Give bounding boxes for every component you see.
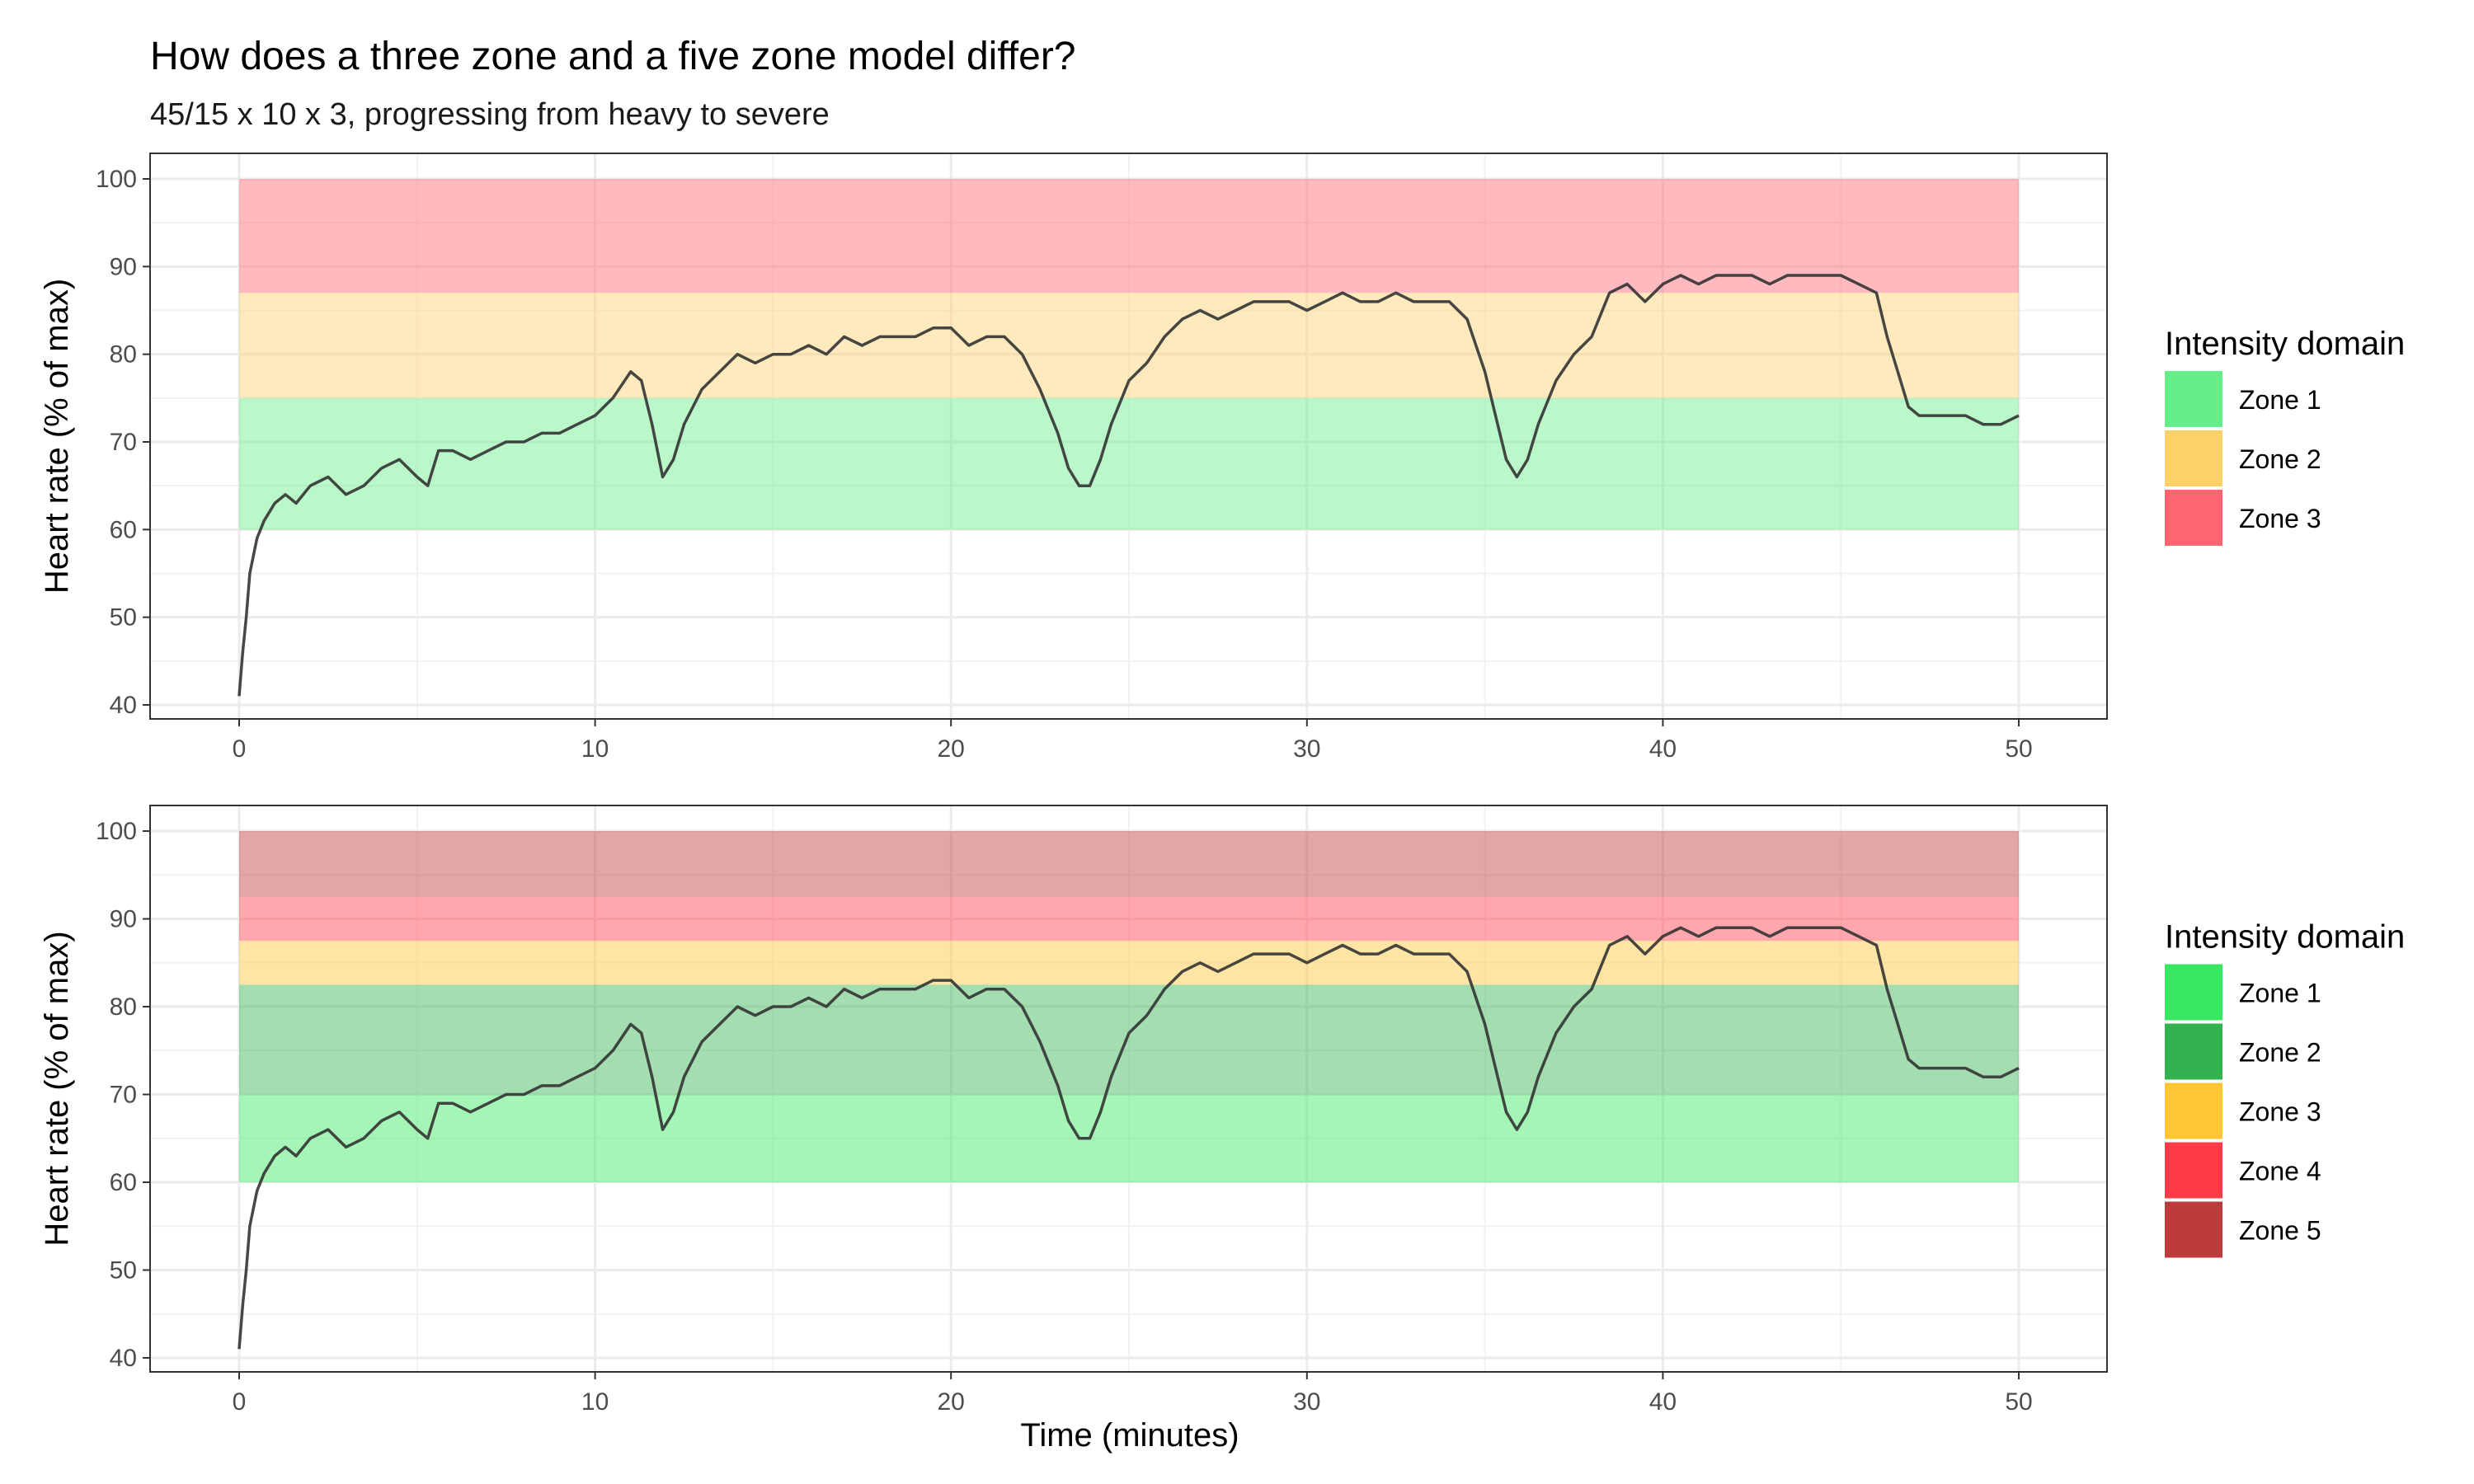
panel-1: 40 50 60 70 80 90 100 0 10 20 30 40 50 Heart rate (% …: [39, 153, 2405, 763]
legend: Intensity domain Zone 1 Zone 2 Zone 3: [2165, 326, 2405, 546]
x-tick-label: 50: [2005, 735, 2032, 763]
x-axis: 0 10 20 30 40 50: [233, 719, 2033, 763]
y-tick-label: 50: [110, 1256, 137, 1284]
grid: [150, 153, 2107, 719]
x-axis-title: Time (minutes): [1020, 1417, 1239, 1453]
legend-key-2: [2165, 430, 2222, 486]
x-tick-label: 20: [938, 1388, 965, 1416]
panel-border: [149, 805, 2108, 1373]
y-tick-label: 100: [96, 166, 137, 193]
zone-band-3: [239, 941, 2019, 985]
heart-rate-line: [238, 274, 2020, 697]
legend-key-3: [2165, 1082, 2222, 1139]
legend-label: Zone 1: [2239, 385, 2321, 415]
y-axis-title: Heart rate (% of max): [39, 931, 75, 1246]
grid: [150, 805, 2107, 1372]
x-axis: 0 10 20 30 40 50: [233, 1372, 2033, 1416]
y-tick-label: 90: [110, 253, 137, 280]
legend-label: Zone 3: [2239, 1097, 2321, 1127]
legend: Intensity domain Zone 1 Zone 2 Zone 3 Zone 4…: [2165, 919, 2405, 1258]
y-axis: 40 50 60 70 80 90 100: [96, 166, 150, 719]
x-tick-label: 40: [1649, 1388, 1677, 1416]
y-tick-label: 60: [110, 516, 137, 543]
legend-label: Zone 2: [2239, 1038, 2321, 1068]
zone-bands: [239, 831, 2019, 1182]
y-tick-label: 100: [96, 818, 137, 845]
y-tick-label: 90: [110, 906, 137, 933]
panel-2: 40 50 60 70 80 90 100 0 10 20 30 40 50 Heart rate (% …: [39, 805, 2405, 1416]
heart-rate-line: [238, 926, 2020, 1350]
x-tick-label: 30: [1293, 1388, 1320, 1416]
y-tick-label: 70: [110, 1082, 137, 1109]
legend-title: Intensity domain: [2165, 326, 2405, 362]
y-tick-label: 50: [110, 604, 137, 632]
chart-subtitle: 45/15 x 10 x 3, progressing from heavy t…: [150, 97, 830, 132]
legend-key-1: [2165, 371, 2222, 427]
legend-title: Intensity domain: [2165, 919, 2405, 956]
legend-key-3: [2165, 490, 2222, 546]
x-tick-label: 10: [581, 1388, 609, 1416]
legend-key-5: [2165, 1201, 2222, 1258]
y-tick-label: 80: [110, 993, 137, 1021]
zone-band-4: [239, 896, 2019, 942]
legend-label: Zone 1: [2239, 979, 2321, 1008]
zone-band-1: [239, 1094, 2019, 1182]
y-tick-label: 60: [110, 1169, 137, 1196]
y-tick-label: 40: [110, 1345, 137, 1372]
zone-band-3: [239, 179, 2019, 294]
x-tick-label: 30: [1293, 735, 1320, 763]
legend-label: Zone 3: [2239, 504, 2321, 533]
zone-bands: [239, 179, 2019, 530]
y-axis-title: Heart rate (% of max): [39, 279, 75, 594]
legend-label: Zone 4: [2239, 1157, 2321, 1186]
legend-key-4: [2165, 1142, 2222, 1199]
x-tick-label: 0: [233, 735, 247, 763]
legend-key-1: [2165, 964, 2222, 1021]
y-tick-label: 40: [110, 692, 137, 719]
y-tick-label: 70: [110, 429, 137, 456]
zone-band-2: [239, 984, 2019, 1095]
y-tick-label: 80: [110, 341, 137, 369]
zone-band-1: [239, 397, 2019, 530]
x-tick-label: 40: [1649, 735, 1677, 763]
y-axis: 40 50 60 70 80 90 100: [96, 818, 150, 1372]
zone-band-5: [239, 831, 2019, 897]
legend-label: Zone 5: [2239, 1216, 2321, 1246]
x-tick-label: 20: [938, 735, 965, 763]
chart-title: How does a three zone and a five zone mo…: [150, 35, 1076, 78]
panel-border: [149, 153, 2108, 720]
legend-key-2: [2165, 1023, 2222, 1080]
legend-label: Zone 2: [2239, 444, 2321, 474]
x-tick-label: 10: [581, 735, 609, 763]
x-tick-label: 0: [233, 1388, 247, 1416]
x-tick-label: 50: [2005, 1388, 2032, 1416]
